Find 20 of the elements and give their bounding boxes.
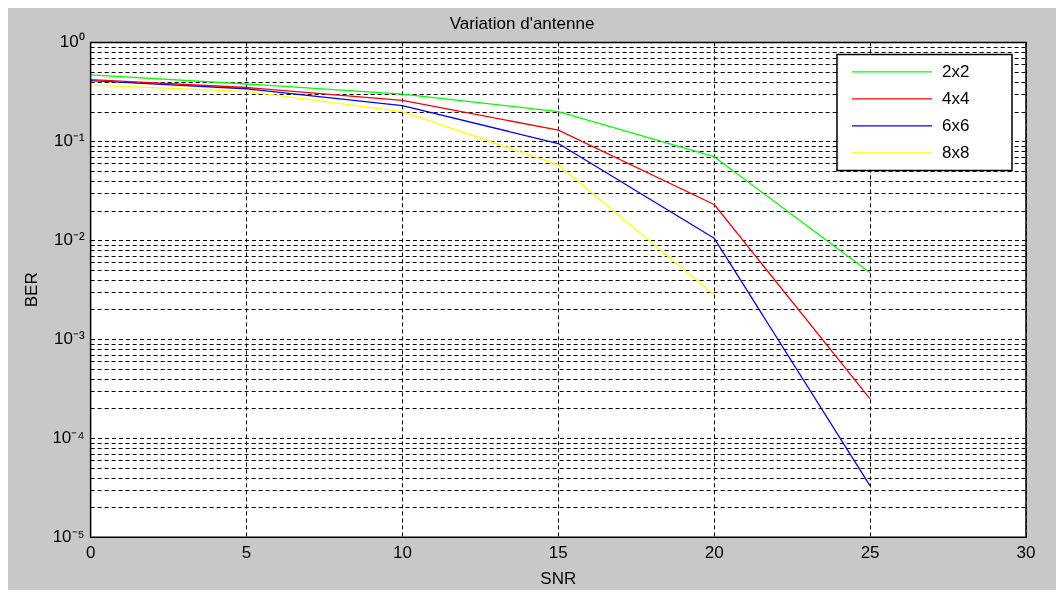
y-tick-label: 10⁻¹ [54, 131, 85, 151]
y-axis-title: BER [21, 272, 41, 308]
y-tick-label: 10⁻⁵ [52, 526, 85, 546]
x-tick-label: 10 [392, 543, 412, 563]
y-tick-label: 10⁻⁴ [52, 427, 85, 447]
x-tick-label: 0 [85, 543, 96, 563]
chart-title: Variation d'antenne [449, 13, 595, 33]
legend-label: 8x8 [942, 142, 970, 162]
y-tick-label: 10⁻² [54, 230, 85, 250]
legend-label: 4x4 [942, 88, 970, 108]
y-tick-label: 10⁰ [59, 32, 85, 52]
x-tick-label: 15 [548, 543, 568, 563]
legend-label: 2x2 [942, 61, 970, 81]
legend-label: 6x6 [942, 115, 970, 135]
x-tick-label: 20 [704, 543, 724, 563]
x-tick-label: 25 [860, 543, 880, 563]
x-tick-label: 30 [1016, 543, 1036, 563]
x-axis-title: SNR [540, 569, 577, 589]
x-tick-label: 5 [241, 543, 252, 563]
y-tick-label: 10⁻³ [54, 328, 85, 348]
